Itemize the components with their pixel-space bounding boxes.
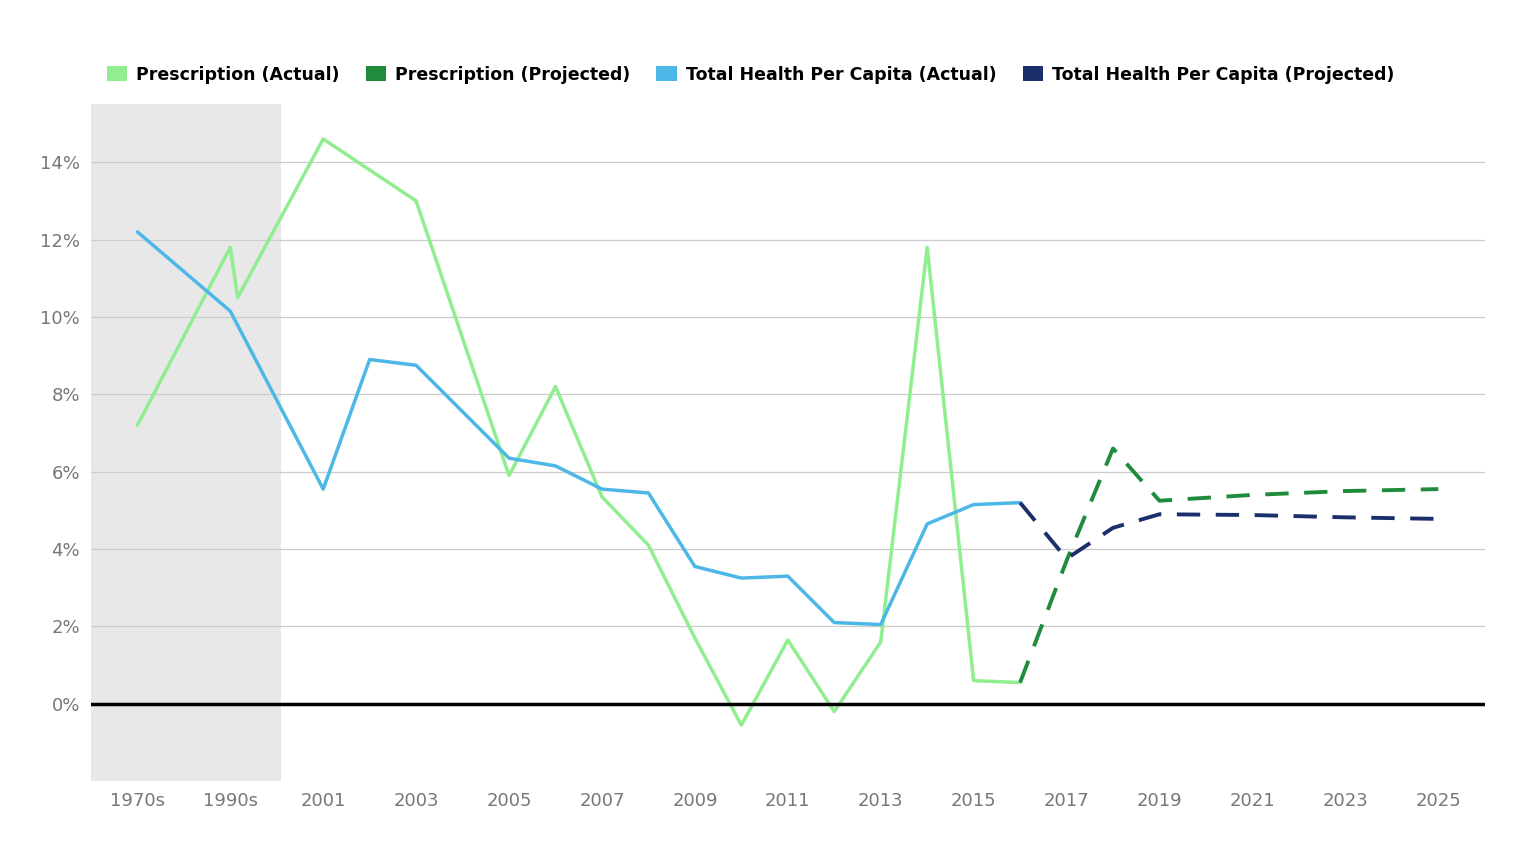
Bar	[91, 104, 282, 781]
Legend: Prescription (Actual), Prescription (Projected), Total Health Per Capita (Actual: Prescription (Actual), Prescription (Pro…	[100, 59, 1401, 90]
